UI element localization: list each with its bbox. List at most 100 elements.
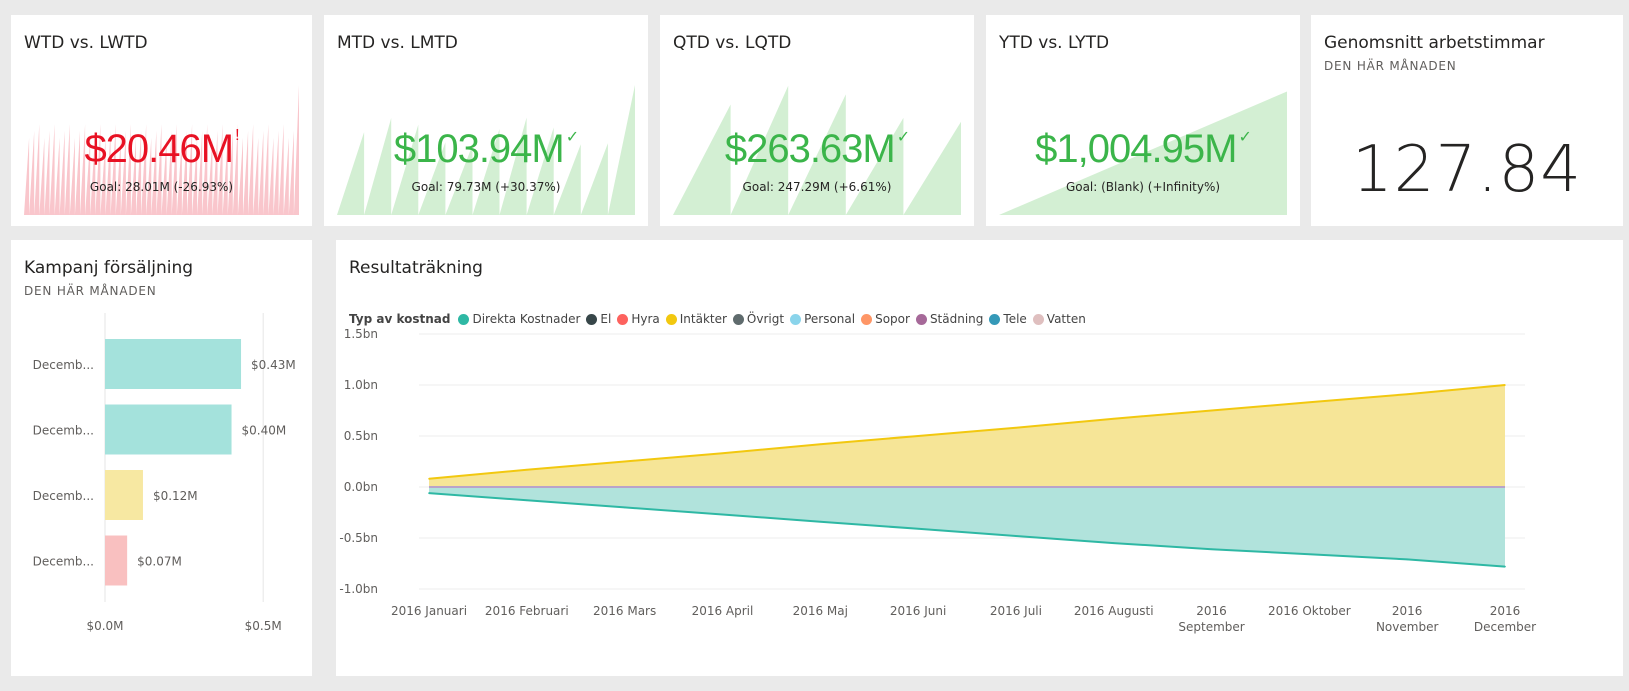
tile-title: Resultaträkning — [349, 258, 483, 278]
x-tick-label: 2016 November — [1376, 604, 1438, 634]
legend-item[interactable]: Övrigt — [732, 312, 785, 326]
kpi-trend-chart — [999, 91, 1287, 215]
data-point[interactable] — [1406, 393, 1408, 395]
series-area-intäkter[interactable] — [429, 385, 1505, 487]
legend-label: Tele — [1003, 312, 1027, 326]
data-point[interactable] — [623, 460, 626, 463]
kpi-title: YTD vs. LYTD — [999, 33, 1110, 53]
legend-marker-icon — [790, 313, 802, 325]
data-point[interactable] — [526, 468, 528, 471]
tile-title: Kampanj försäljning — [24, 258, 194, 278]
legend-item[interactable]: Sopor — [861, 312, 910, 326]
x-tick-label: 2016 December — [1474, 604, 1536, 634]
avg-hours-value: 127.84 — [1352, 133, 1582, 207]
legend-label: Sopor — [875, 312, 910, 326]
data-point[interactable] — [1210, 548, 1213, 550]
legend-label: Direkta Kostnader — [472, 312, 581, 326]
bar[interactable] — [105, 470, 143, 520]
category-label: Decemb... — [33, 555, 94, 569]
data-point[interactable] — [917, 528, 919, 530]
kpi-title: MTD vs. LMTD — [337, 33, 458, 53]
data-point[interactable] — [721, 452, 724, 455]
category-label: Decemb... — [33, 424, 94, 438]
legend-item[interactable]: Städning — [915, 312, 983, 326]
chart-legend: Typ av kostnad Direkta Kostnader El Hyra In… — [349, 312, 1092, 326]
kpi-trend-chart — [673, 85, 961, 215]
data-point[interactable] — [526, 499, 528, 502]
bar[interactable] — [105, 404, 232, 455]
data-point[interactable] — [1112, 542, 1115, 544]
data-point[interactable] — [1210, 409, 1213, 412]
income-area-chart: -1.0bn -0.5bn 0.0bn 0.5bn 1.0bn 1.5bn 2016 Jan… — [339, 327, 1536, 634]
x-tick-label: $0.5M — [245, 619, 282, 633]
data-point[interactable] — [819, 443, 822, 445]
data-label: $0.12M — [153, 489, 198, 503]
data-point[interactable] — [917, 435, 919, 437]
series-line-direkta-kostnader[interactable] — [428, 492, 1506, 568]
data-label: $0.40M — [242, 424, 287, 438]
data-point[interactable] — [1308, 553, 1311, 556]
legend-item[interactable]: Tele — [989, 312, 1027, 326]
kpi-tile-ytd[interactable]: YTD vs. LYTD $1,004.95M ✓ Goal: (Blank) (… — [986, 15, 1300, 226]
data-point[interactable] — [1015, 535, 1017, 537]
legend-marker-icon — [458, 313, 470, 325]
x-tick-label: 2016 Oktober — [1268, 604, 1351, 618]
data-label: $0.43M — [251, 358, 296, 372]
data-point[interactable] — [1112, 417, 1115, 420]
data-point[interactable] — [721, 513, 724, 516]
kpi-trend-area — [24, 85, 299, 215]
legend-marker-icon — [665, 313, 677, 325]
legend-item[interactable]: Intäkter — [665, 312, 727, 326]
data-point[interactable] — [1504, 384, 1506, 386]
bar[interactable] — [105, 535, 128, 586]
legend-marker-icon — [586, 313, 598, 325]
data-point[interactable] — [1504, 565, 1506, 568]
x-tick-label: 2016 September — [1178, 604, 1244, 634]
legend-item[interactable]: Direkta Kostnader — [458, 312, 580, 326]
y-tick-label: -0.5bn — [339, 531, 378, 545]
kpi-value: $263.63M ✓ — [660, 127, 974, 172]
check-icon: ✓ — [565, 129, 579, 146]
kpi-trend-area — [337, 85, 635, 215]
x-tick-label: 2016 Maj — [793, 604, 848, 618]
kpi-tile-wtd[interactable]: WTD vs. LWTD $20.46M! Goal: 28.01M (-26.… — [11, 15, 312, 226]
series-area-direkta-kostnader[interactable] — [429, 487, 1505, 567]
data-point[interactable] — [819, 520, 822, 523]
data-point[interactable] — [428, 478, 430, 480]
kpi-value: $1,004.95M ✓ — [986, 127, 1300, 172]
kpi-tile-mtd[interactable]: MTD vs. LMTD $103.94M ✓ Goal: 79.73M (+30… — [324, 15, 648, 226]
y-tick-label: 0.0bn — [344, 480, 378, 494]
legend-marker-icon — [915, 313, 927, 325]
kpi-trend-chart — [337, 85, 635, 215]
data-point[interactable] — [1406, 558, 1408, 561]
campaign-bar-chart: $0.0M $0.5M Decemb... $0.43M Decemb... $0.40M… — [33, 313, 296, 633]
data-point[interactable] — [623, 506, 626, 509]
tile-title: Genomsnitt arbetstimmar — [1324, 33, 1545, 53]
x-tick-label: 2016 April — [692, 604, 754, 618]
data-point[interactable] — [428, 492, 430, 494]
category-label: Decemb... — [33, 489, 94, 503]
x-tick-label: 2016 Februari — [485, 604, 569, 618]
data-point[interactable] — [1015, 427, 1017, 429]
legend-item[interactable]: Hyra — [617, 312, 660, 326]
legend-item[interactable]: Vatten — [1032, 312, 1086, 326]
legend-label: Intäkter — [679, 312, 727, 326]
kpi-goal: Goal: 28.01M (-26.93%) — [89, 180, 234, 194]
data-point[interactable] — [1308, 401, 1311, 404]
legend-item[interactable]: Personal — [790, 312, 855, 326]
x-tick-label: 2016 Mars — [593, 604, 656, 618]
kpi-value: $20.46M! — [11, 127, 312, 172]
income-statement-tile[interactable]: Resultaträkning Typ av kostnad Direkta K… — [336, 240, 1623, 676]
legend-label: Personal — [804, 312, 856, 326]
legend-marker-icon — [989, 313, 1001, 325]
tile-subtitle: DEN HÄR MÅNADEN — [24, 284, 157, 298]
kpi-value-text: $1,004.95M — [1035, 127, 1237, 171]
legend-item[interactable]: El — [586, 312, 611, 326]
kpi-trend-chart — [24, 85, 299, 215]
bar[interactable] — [105, 339, 242, 389]
series-line-intäkter[interactable] — [428, 384, 1506, 480]
kpi-tile-qtd[interactable]: QTD vs. LQTD $263.63M ✓ Goal: 247.29M (+6… — [660, 15, 974, 226]
legend-label: Övrigt — [746, 312, 785, 326]
campaign-tile[interactable]: Kampanj försäljning DEN HÄR MÅNADEN $0.0… — [11, 240, 312, 676]
avg-hours-tile[interactable]: Genomsnitt arbetstimmar DEN HÄR MÅNADEN … — [1311, 15, 1623, 226]
